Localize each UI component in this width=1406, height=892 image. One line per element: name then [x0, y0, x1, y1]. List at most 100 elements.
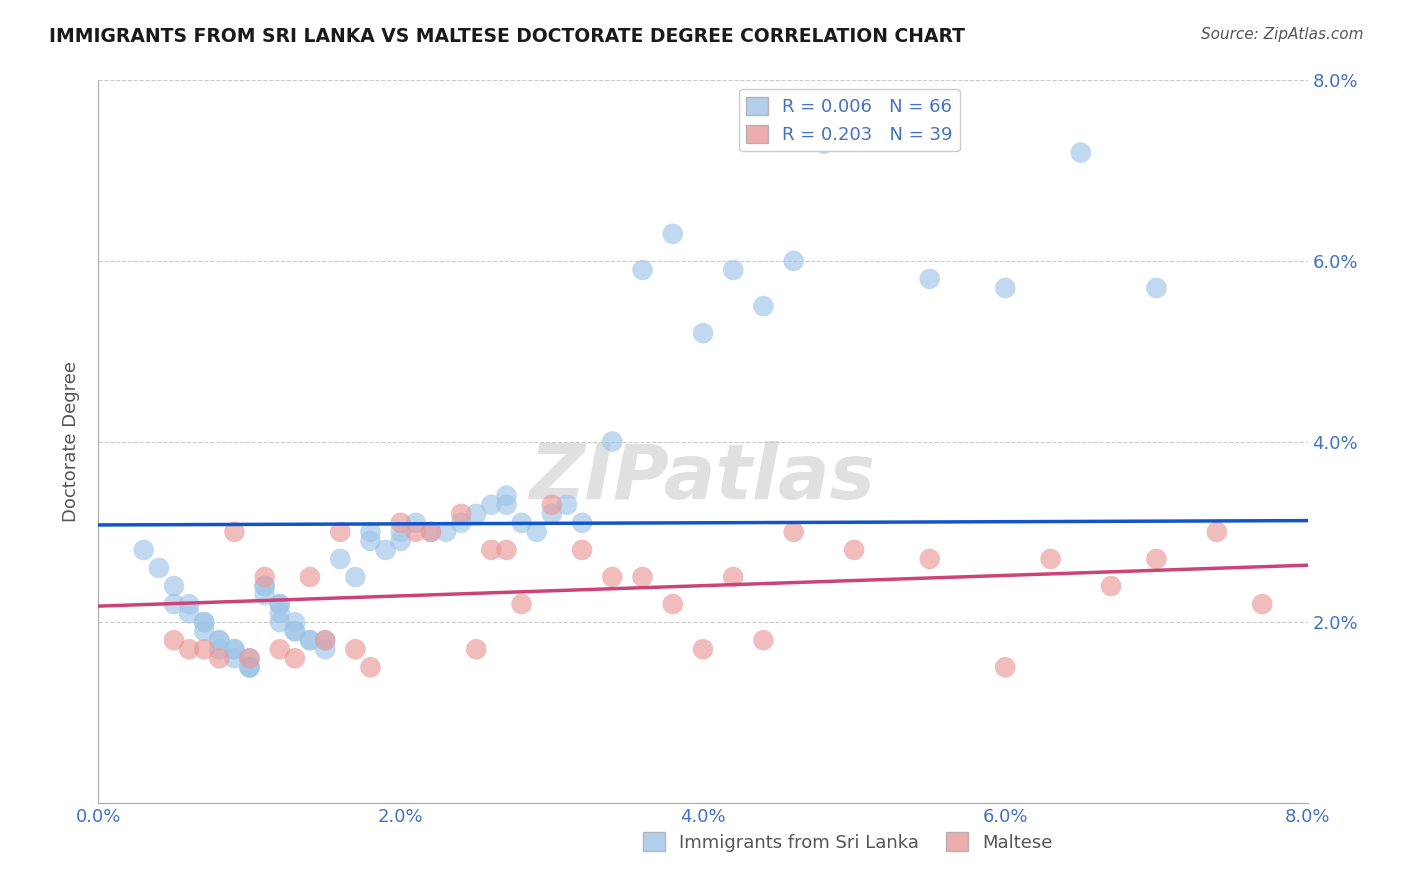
Point [253, 579, 276, 593]
Point [526, 524, 548, 539]
Point [179, 597, 201, 611]
Point [571, 516, 593, 530]
Point [481, 542, 503, 557]
Point [783, 253, 806, 268]
Point [1070, 145, 1092, 160]
Point [208, 651, 231, 665]
Text: ZIPatlas: ZIPatlas [530, 441, 876, 515]
Point [450, 507, 472, 521]
Point [360, 533, 382, 548]
Point [163, 633, 186, 648]
Point [148, 561, 170, 575]
Point [284, 615, 307, 630]
Point [495, 498, 517, 512]
Point [132, 542, 155, 557]
Point [239, 651, 262, 665]
Point [193, 615, 215, 630]
Point [405, 516, 427, 530]
Point [1099, 579, 1122, 593]
Point [723, 570, 745, 584]
Point [314, 633, 336, 648]
Point [299, 633, 322, 648]
Point [571, 542, 593, 557]
Point [239, 660, 262, 674]
Point [208, 633, 231, 648]
Point [465, 507, 488, 521]
Point [299, 570, 322, 584]
Point [510, 516, 533, 530]
Point [163, 579, 186, 593]
Point [555, 498, 578, 512]
Point [1206, 524, 1229, 539]
Point [723, 263, 745, 277]
Point [374, 542, 396, 557]
Point [360, 524, 382, 539]
Point [420, 524, 443, 539]
Point [602, 434, 624, 449]
Point [360, 660, 382, 674]
Point [329, 552, 352, 566]
Point [844, 542, 866, 557]
Point [284, 624, 307, 639]
Point [269, 606, 291, 620]
Point [253, 570, 276, 584]
Point [179, 642, 201, 657]
Point [1039, 552, 1062, 566]
Point [540, 507, 562, 521]
Point [540, 498, 562, 512]
Point [193, 615, 215, 630]
Point [813, 136, 835, 151]
Point [239, 660, 262, 674]
Point [269, 597, 291, 611]
Text: IMMIGRANTS FROM SRI LANKA VS MALTESE DOCTORATE DEGREE CORRELATION CHART: IMMIGRANTS FROM SRI LANKA VS MALTESE DOC… [49, 27, 965, 45]
Point [179, 606, 201, 620]
Point [239, 660, 262, 674]
Point [269, 615, 291, 630]
Point [631, 263, 654, 277]
Point [224, 642, 246, 657]
Point [239, 651, 262, 665]
Point [481, 498, 503, 512]
Point [163, 597, 186, 611]
Point [389, 524, 412, 539]
Point [510, 597, 533, 611]
Point [208, 633, 231, 648]
Point [602, 570, 624, 584]
Point [420, 524, 443, 539]
Point [284, 651, 307, 665]
Point [329, 524, 352, 539]
Point [1146, 552, 1168, 566]
Point [389, 516, 412, 530]
Legend: Immigrants from Sri Lanka, Maltese: Immigrants from Sri Lanka, Maltese [636, 825, 1060, 859]
Point [1251, 597, 1274, 611]
Point [692, 642, 714, 657]
Text: Source: ZipAtlas.com: Source: ZipAtlas.com [1201, 27, 1364, 42]
Point [284, 624, 307, 639]
Point [344, 570, 367, 584]
Point [918, 552, 941, 566]
Point [465, 642, 488, 657]
Point [692, 326, 714, 340]
Point [269, 642, 291, 657]
Point [918, 272, 941, 286]
Point [253, 588, 276, 602]
Point [752, 299, 775, 313]
Point [661, 227, 683, 241]
Point [224, 651, 246, 665]
Point [299, 633, 322, 648]
Point [1146, 281, 1168, 295]
Y-axis label: Doctorate Degree: Doctorate Degree [62, 361, 80, 522]
Point [450, 516, 472, 530]
Point [224, 524, 246, 539]
Point [783, 524, 806, 539]
Point [434, 524, 457, 539]
Point [495, 489, 517, 503]
Point [224, 642, 246, 657]
Point [994, 660, 1017, 674]
Point [994, 281, 1017, 295]
Point [269, 597, 291, 611]
Point [314, 633, 336, 648]
Point [193, 624, 215, 639]
Point [253, 579, 276, 593]
Point [193, 642, 215, 657]
